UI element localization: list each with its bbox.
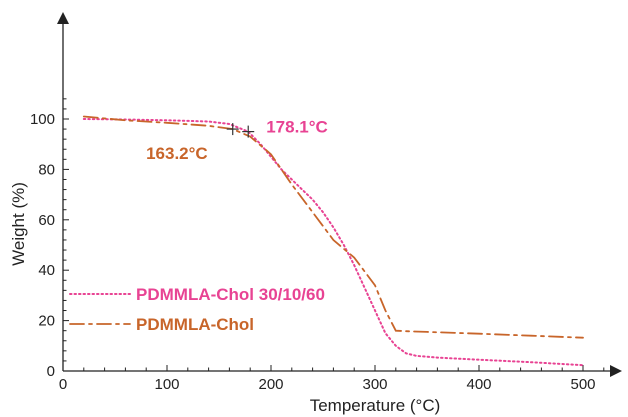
y-tick-label: 40 [38,262,55,279]
x-axis-ticks: 0 100 200 300 400 500 [59,365,605,393]
x-tick-label: 500 [570,376,595,393]
x-tick-label: 200 [258,376,283,393]
y-tick-label: 80 [38,161,55,178]
x-tick-label: 300 [362,376,387,393]
chart-legend: PDMMLA-Chol 30/10/60 PDMMLA-Chol [69,285,325,334]
y-axis-ticks: 0 20 40 60 80 100 [30,98,69,380]
y-tick-label: 0 [47,363,55,380]
series-line-2 [82,115,584,339]
x-tick-label: 400 [466,376,491,393]
y-axis-title: Weight (%) [9,182,28,266]
onset-annotation: 178.1°C [266,118,328,137]
legend-label: PDMMLA-Chol 30/10/60 [136,285,325,304]
y-tick-label: 20 [38,313,55,330]
chart-annotations: 178.1°C 163.2°C [146,118,328,163]
onset-annotation: 163.2°C [146,144,208,163]
chart-axes [57,12,622,377]
y-tick-label: 60 [38,212,55,229]
y-axis-arrow [57,12,69,24]
onset-markers [226,123,255,138]
x-tick-label: 100 [154,376,179,393]
legend-label: PDMMLA-Chol [136,315,254,334]
x-axis-title: Temperature (°C) [310,396,441,415]
y-tick-label: 100 [30,111,55,128]
x-axis-arrow [610,365,622,377]
x-tick-label: 0 [59,376,67,393]
